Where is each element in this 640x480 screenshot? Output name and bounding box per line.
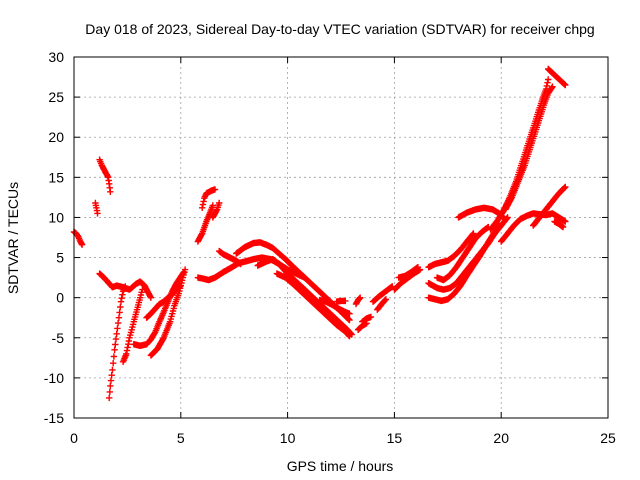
y-axis-label: SDTVAR / TECUs [5,182,21,294]
chart-title: Day 018 of 2023, Sidereal Day-to-day VTE… [85,21,594,37]
x-tick-label: 25 [600,430,616,446]
x-tick-label: 10 [280,430,296,446]
series-markers [425,230,477,271]
series-arc-22 [354,320,370,333]
y-tick-label: 5 [56,250,64,266]
series-arc-11 [199,186,219,211]
y-tick-label: 20 [48,129,64,145]
series-arc-6 [119,286,146,365]
series-markers [209,199,223,221]
series-arc-16 [254,256,355,338]
series-markers [106,283,129,402]
series-arc-30 [433,223,492,284]
y-tick-label: -15 [44,410,64,426]
series-markers [316,296,353,317]
series-markers [199,186,219,211]
series-markers [143,282,184,321]
series-markers [130,268,188,349]
x-tick-label: 20 [493,430,509,446]
series-arc-17 [273,270,353,340]
series-arc-27 [425,230,477,271]
series-markers [433,223,492,284]
series-arc-24 [374,296,390,313]
series-arc-18 [316,296,353,317]
axis-ticks: 0 5 10 15 20 25 -15 -10 -5 0 5 10 15 20 25 30 [44,49,616,446]
series-markers [425,222,503,305]
series-arc-34 [502,83,556,213]
series-arc-5 [106,283,129,402]
x-axis-label: GPS time / hours [287,458,394,474]
x-tick-label: 5 [177,430,185,446]
series-arc-12 [209,199,223,221]
series-arc-29 [425,222,503,305]
series-arc-2 [92,199,101,217]
series-markers [374,296,390,313]
series-arc-37 [551,218,567,231]
series-arc-35 [530,183,569,229]
y-tick-label: 30 [48,49,64,65]
series-markers [530,183,569,229]
x-tick-label: 15 [387,430,403,446]
x-tick-label: 0 [70,430,78,446]
y-tick-label: 0 [56,290,64,306]
series-markers [502,83,556,213]
series-markers [96,156,114,195]
series-arc-10 [194,202,216,245]
series-markers [545,65,569,89]
series-arc-9 [143,282,184,321]
series-markers [551,218,567,231]
series-markers [359,313,375,325]
series-markers [92,199,101,217]
series-arc-7 [130,268,188,349]
series-markers [194,202,216,245]
series-markers [352,294,364,308]
plot-frame [73,56,609,419]
series-markers [216,247,244,268]
series-arc-21 [359,313,375,325]
y-tick-label: 10 [48,209,64,225]
series-arc-19 [333,297,349,305]
series-markers [395,264,422,281]
y-tick-label: 25 [48,89,64,105]
series-arc-20 [352,294,364,308]
series-markers [455,204,507,221]
series-markers [254,256,355,338]
grid-lines [74,57,608,418]
series-arc-14 [216,247,244,268]
y-tick-label: -10 [44,370,64,386]
series-arc-31 [455,204,507,221]
series-markers [273,270,353,340]
series-arc-3 [96,156,114,195]
series-markers [369,283,396,305]
series-arc-23 [369,283,396,305]
series-markers [333,297,349,305]
series-markers [119,286,146,365]
data-points [70,65,569,402]
series-arc-26 [395,264,422,281]
series-markers [354,320,370,333]
y-tick-label: 15 [48,169,64,185]
y-tick-label: -5 [52,330,65,346]
series-arc-36 [545,65,569,89]
